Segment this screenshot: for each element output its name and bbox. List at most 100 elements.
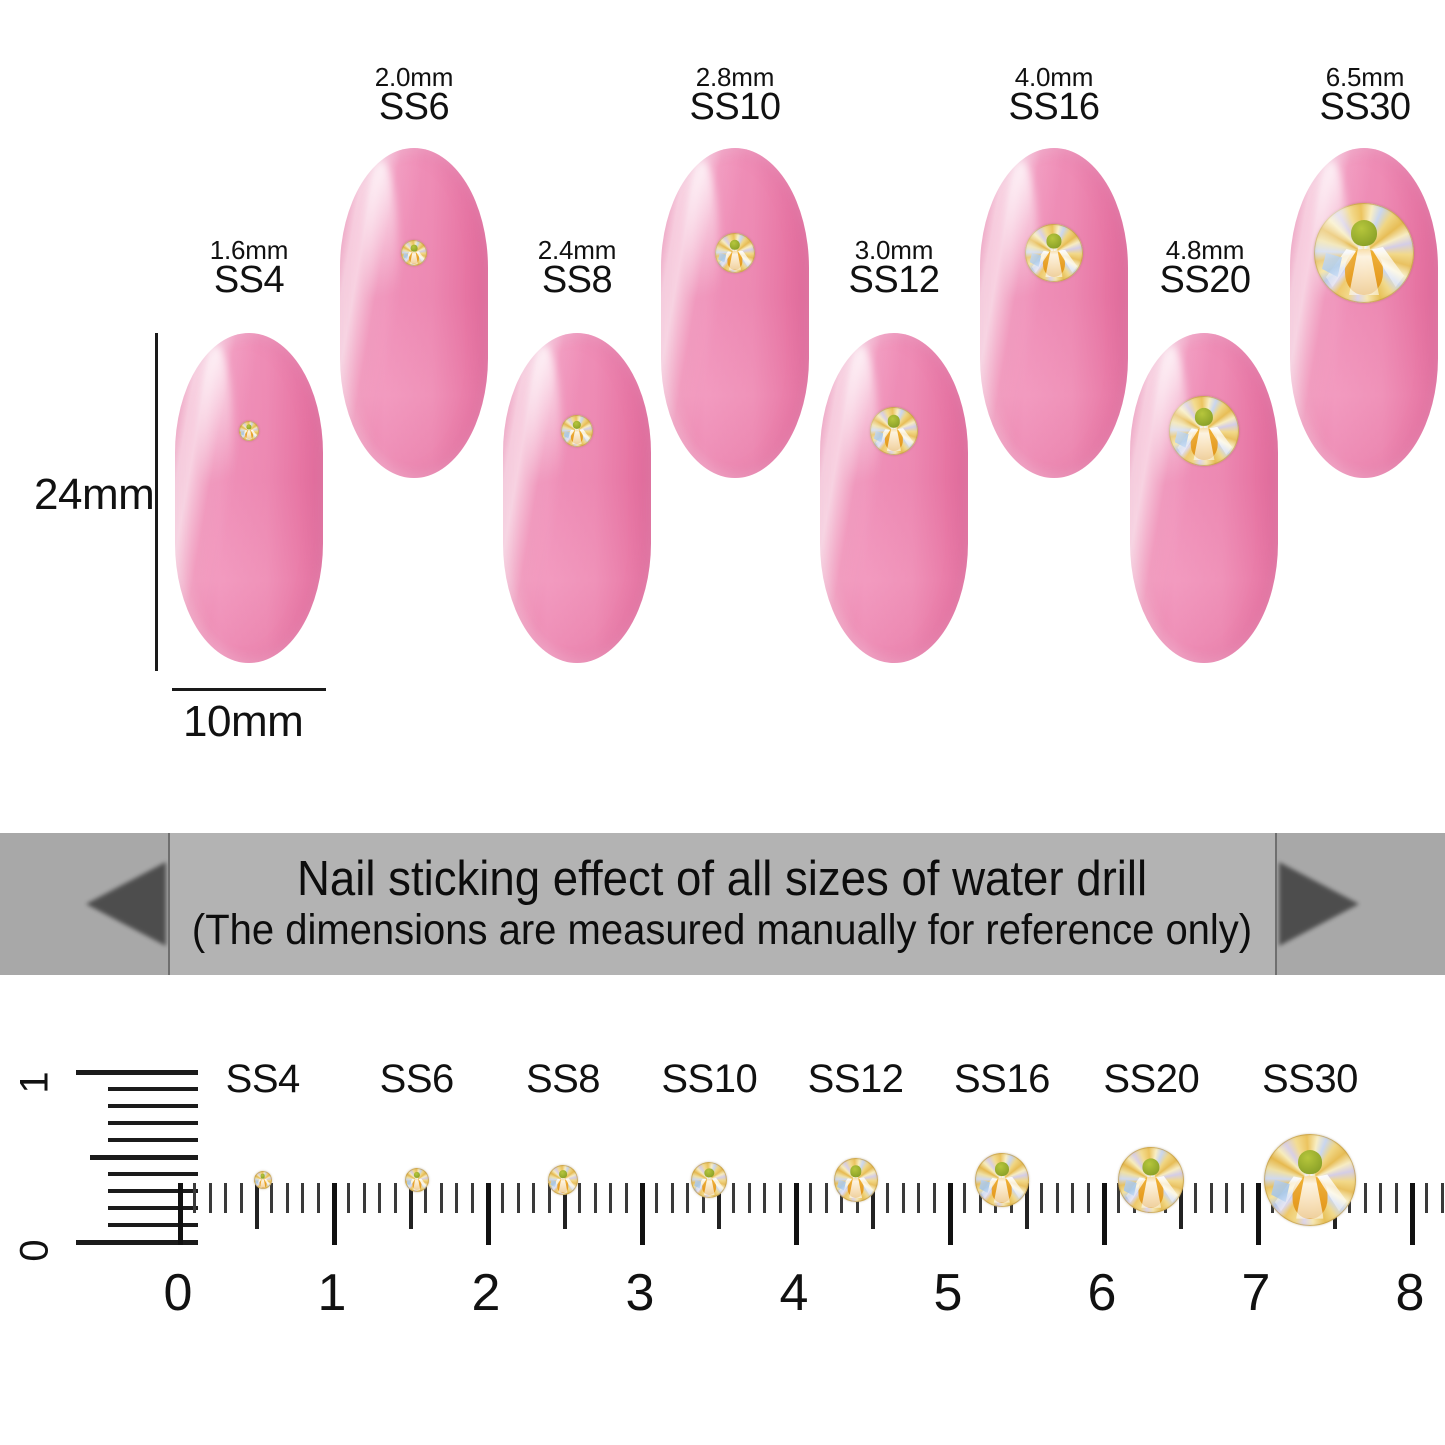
gem-facet-irid [1271,1180,1290,1203]
nail-mm-value: 4.0mm [1014,62,1094,92]
ruler-tick-minor [1194,1183,1198,1213]
ruler-tick-minor [1086,1183,1090,1213]
gem-facet-wedge-c [246,427,252,440]
nail-ss-value: SS20 [1159,258,1251,301]
gem-facet-wedge-r [579,429,590,442]
nail-mm-value: 2.4mm [537,235,617,265]
ruler-tick-minor [239,1183,243,1213]
gem-facet-ring [715,233,755,273]
gem-facet-irid [873,431,884,443]
nail-size-label-ss6: 2.0mm SS6 [337,64,491,126]
gem-facet-table-dot [410,244,418,252]
ruler-tick-minor [1040,1183,1044,1213]
gem-facet-irid [403,253,409,260]
ruler-number: 2 [471,1264,501,1322]
ruler-tick-minor [1379,1183,1383,1213]
ruler-tick-minor [301,1183,305,1213]
nail-ss-value: SS6 [378,85,450,128]
gem-facet-ring [405,1168,429,1192]
gem-facet-wedge-l [564,429,575,442]
ruler-tick-half [563,1183,567,1229]
gem-facet-wedge-c [572,424,582,445]
ruler-tick-half [255,1183,259,1229]
ruler-tick-half [1179,1183,1183,1229]
nail-ss-value: SS4 [213,258,285,301]
rhinestone-gem [870,407,918,455]
gem-facet-table-dot [1046,233,1062,249]
ruler-tick-major [1256,1183,1261,1245]
ruler-number: 8 [1395,1264,1425,1322]
gem-facet-table-dot [246,424,252,430]
ruler-tick-half [409,1183,413,1229]
ruler-tick-minor [316,1183,320,1213]
gem-facet-irid [694,1180,702,1189]
ruler-tick-minor [1440,1183,1444,1213]
gem-facet-wedge-c [558,1174,568,1193]
ruler-ss-label-ss12: SS12 [807,1057,904,1101]
gem-facet-ring [254,1171,272,1189]
gem-facet-ring [1118,1147,1184,1213]
width-guide-line [172,688,326,691]
vertical-ruler-tick [108,1121,198,1125]
artificial-nail [503,333,651,663]
ruler-rhinestone-ss30 [1263,1134,1356,1226]
ruler-tick-major [794,1183,799,1245]
artificial-nail [661,148,809,478]
gem-facet-table-dot [704,1168,714,1178]
ruler-ss-label-ss10: SS10 [661,1057,758,1101]
ruler-tick-minor [1425,1183,1429,1213]
ruler-tick-minor [624,1183,628,1213]
rhinestone-gem [1025,224,1083,282]
gem-facet-table-dot [994,1162,1009,1177]
artificial-nail [1130,333,1278,663]
ruler-tick-minor [963,1183,967,1213]
gem-facet-table-dot [1351,220,1377,246]
ruler-tick-minor [1209,1183,1213,1213]
gem-facet-irid [837,1180,846,1191]
gem-facet-table-dot [572,420,582,429]
banner-title: Nail sticking effect of all sizes of wat… [297,851,1148,906]
ruler-number: 4 [779,1264,809,1322]
horizontal-ruler [178,1183,1444,1249]
ruler-tick-minor [763,1183,767,1213]
rhinestone-gem [1169,396,1239,466]
vertical-ruler-label: 0 [12,1239,57,1262]
vertical-ruler-tick [108,1138,198,1142]
ruler-tick-half [1025,1183,1029,1229]
ruler-rhinestone-ss10 [691,1162,728,1198]
ruler-tick-minor [455,1183,459,1213]
ruler-tick-minor [578,1183,582,1213]
gem-facet-wedge-l [241,430,248,438]
vertical-ruler-tick [108,1172,198,1176]
ruler-tick-minor [1117,1183,1121,1213]
ruler-tick-minor [193,1183,197,1213]
nail-mm-value: 2.8mm [695,62,775,92]
ruler-tick-half [717,1183,721,1229]
ruler-tick-minor [886,1183,890,1213]
nail-size-label-ss4: 1.6mm SS4 [172,237,326,299]
ruler-rhinestone-ss6 [404,1168,429,1192]
ruler-tick-major [640,1183,645,1245]
gem-facet-table-dot [887,415,901,428]
artificial-nail [980,148,1128,478]
ruler-tick-major [332,1183,337,1245]
gem-facet-irid [718,253,727,263]
ruler-tick-minor [840,1183,844,1213]
rhinestone-gem [401,240,427,266]
nail-ss-value: SS10 [689,85,781,128]
ruler-tick-minor [1394,1183,1398,1213]
ruler-tick-minor [1071,1183,1075,1213]
gem-facet-wedge-l [407,1179,415,1189]
gem-facet-wedge-l [551,1178,561,1191]
rhinestone-gem [1314,203,1414,303]
gem-facet-wedge-r [250,429,257,438]
height-guide-line [155,333,158,671]
ruler-rhinestone-ss4 [253,1171,272,1189]
nail-mm-value: 6.5mm [1325,62,1405,92]
gem-facet-table-dot [559,1170,567,1178]
artificial-nail [820,333,968,663]
gem-facet-ring [1264,1134,1356,1226]
ruler-tick-minor [378,1183,382,1213]
ruler-tick-minor [224,1183,228,1213]
